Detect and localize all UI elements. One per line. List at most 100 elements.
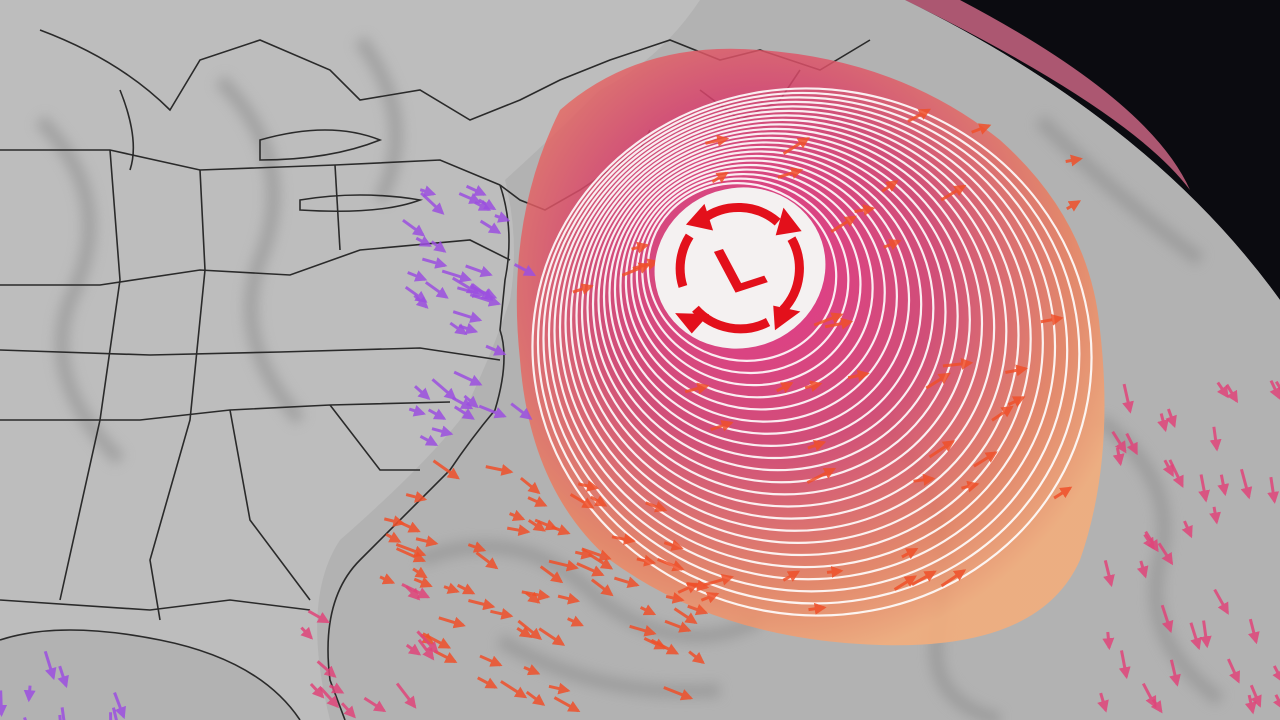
wind-arrow xyxy=(551,524,571,536)
isobar xyxy=(602,145,935,460)
wind-arrow xyxy=(804,380,823,393)
wind-arrow xyxy=(901,547,919,560)
wind-arrow xyxy=(1267,476,1280,504)
wind-arrow xyxy=(521,589,551,601)
wind-arrow xyxy=(516,626,533,638)
wind-arrow xyxy=(509,509,526,521)
wind-arrow xyxy=(340,702,356,719)
wind-arrow xyxy=(397,520,421,533)
wind-arrow xyxy=(1247,618,1260,645)
isobar xyxy=(536,91,1081,605)
wind-arrow xyxy=(414,385,431,401)
wind-arrow xyxy=(415,535,439,548)
wind-arrow xyxy=(702,573,734,587)
wind-arrow xyxy=(500,680,528,699)
isobar xyxy=(580,127,984,508)
wind-arrow xyxy=(395,547,427,563)
wind-arrow xyxy=(913,473,936,486)
wind-arrow xyxy=(477,676,498,689)
wind-arrow xyxy=(942,357,974,370)
wind-arrow xyxy=(468,598,496,611)
wind-arrow xyxy=(513,263,537,277)
wind-arrow xyxy=(1136,560,1149,579)
wind-arrow xyxy=(1272,665,1280,683)
wind-arrow xyxy=(665,592,685,604)
wind-arrow xyxy=(847,369,870,382)
wind-arrow xyxy=(639,604,657,616)
wind-arrow xyxy=(548,559,579,572)
wind-arrow xyxy=(113,692,126,720)
wind-arrow xyxy=(475,551,499,570)
isobar xyxy=(591,136,959,484)
wind-arrow xyxy=(1198,474,1211,503)
wind-arrow xyxy=(663,539,684,551)
wind-arrow xyxy=(782,570,801,582)
wind-arrow xyxy=(569,493,595,509)
wind-arrow xyxy=(408,405,426,417)
wind-arrow xyxy=(1199,620,1212,649)
wind-arrow xyxy=(574,547,594,560)
wind-arrow xyxy=(412,566,428,579)
wind-arrow xyxy=(881,180,899,193)
wind-arrow xyxy=(826,565,844,578)
wind-arrow xyxy=(449,321,468,336)
isobar xyxy=(553,105,1044,569)
wind-arrow xyxy=(664,619,692,633)
wind-arrow xyxy=(1005,364,1029,377)
wind-arrow xyxy=(60,707,66,720)
wind-arrow xyxy=(705,134,730,147)
wind-arrow xyxy=(807,439,827,452)
isobar xyxy=(641,177,850,375)
low-pressure-system xyxy=(516,48,1105,646)
wind-arrow xyxy=(553,696,581,713)
wind-arrow xyxy=(419,185,437,197)
wind-arrow xyxy=(940,184,967,202)
wind-arrow xyxy=(808,602,827,615)
wind-arrow xyxy=(1097,692,1109,713)
wind-arrow xyxy=(23,685,36,703)
wind-arrow xyxy=(443,582,460,594)
wind-arrow xyxy=(453,405,475,420)
isobar xyxy=(531,87,1093,617)
wind-arrow xyxy=(940,569,967,588)
wind-arrows xyxy=(0,108,1280,720)
wind-arrow xyxy=(525,690,546,706)
wind-arrow xyxy=(650,638,680,655)
wind-arrow xyxy=(54,714,67,720)
isobar xyxy=(558,109,1032,557)
wind-arrow xyxy=(538,627,566,646)
wind-arrow xyxy=(710,420,734,432)
wind-arrow xyxy=(1169,659,1181,687)
wind-arrow xyxy=(1053,486,1073,500)
wind-arrow xyxy=(971,123,992,135)
wind-arrow xyxy=(590,578,614,597)
wind-arrow xyxy=(1181,520,1193,539)
wind-arrow xyxy=(1102,631,1115,651)
isobar xyxy=(542,96,1069,593)
wind-arrow xyxy=(928,440,956,459)
wind-arrow xyxy=(422,632,452,649)
wind-arrow xyxy=(111,707,118,720)
wind-arrow xyxy=(438,616,466,629)
wind-arrow xyxy=(1040,313,1064,326)
wind-arrow xyxy=(485,464,514,476)
wind-arrow xyxy=(402,218,426,237)
wind-arrow xyxy=(478,404,507,419)
wind-arrow xyxy=(677,582,700,594)
wind-arrow xyxy=(417,638,435,661)
wind-arrow xyxy=(1216,381,1229,399)
wind-arrow xyxy=(1111,430,1127,454)
wind-arrow xyxy=(385,531,402,543)
arrowheads xyxy=(675,203,802,334)
wind-arrow xyxy=(1125,432,1138,456)
wind-arrow xyxy=(973,451,998,468)
wind-arrow xyxy=(711,171,729,184)
isobar xyxy=(575,123,996,520)
wind-arrow xyxy=(700,592,720,604)
wind-arrow xyxy=(519,476,541,495)
wind-arrow xyxy=(572,283,594,295)
wind-arrow xyxy=(1143,533,1155,550)
wind-arrow xyxy=(467,541,487,553)
wind-arrow xyxy=(1157,413,1169,433)
